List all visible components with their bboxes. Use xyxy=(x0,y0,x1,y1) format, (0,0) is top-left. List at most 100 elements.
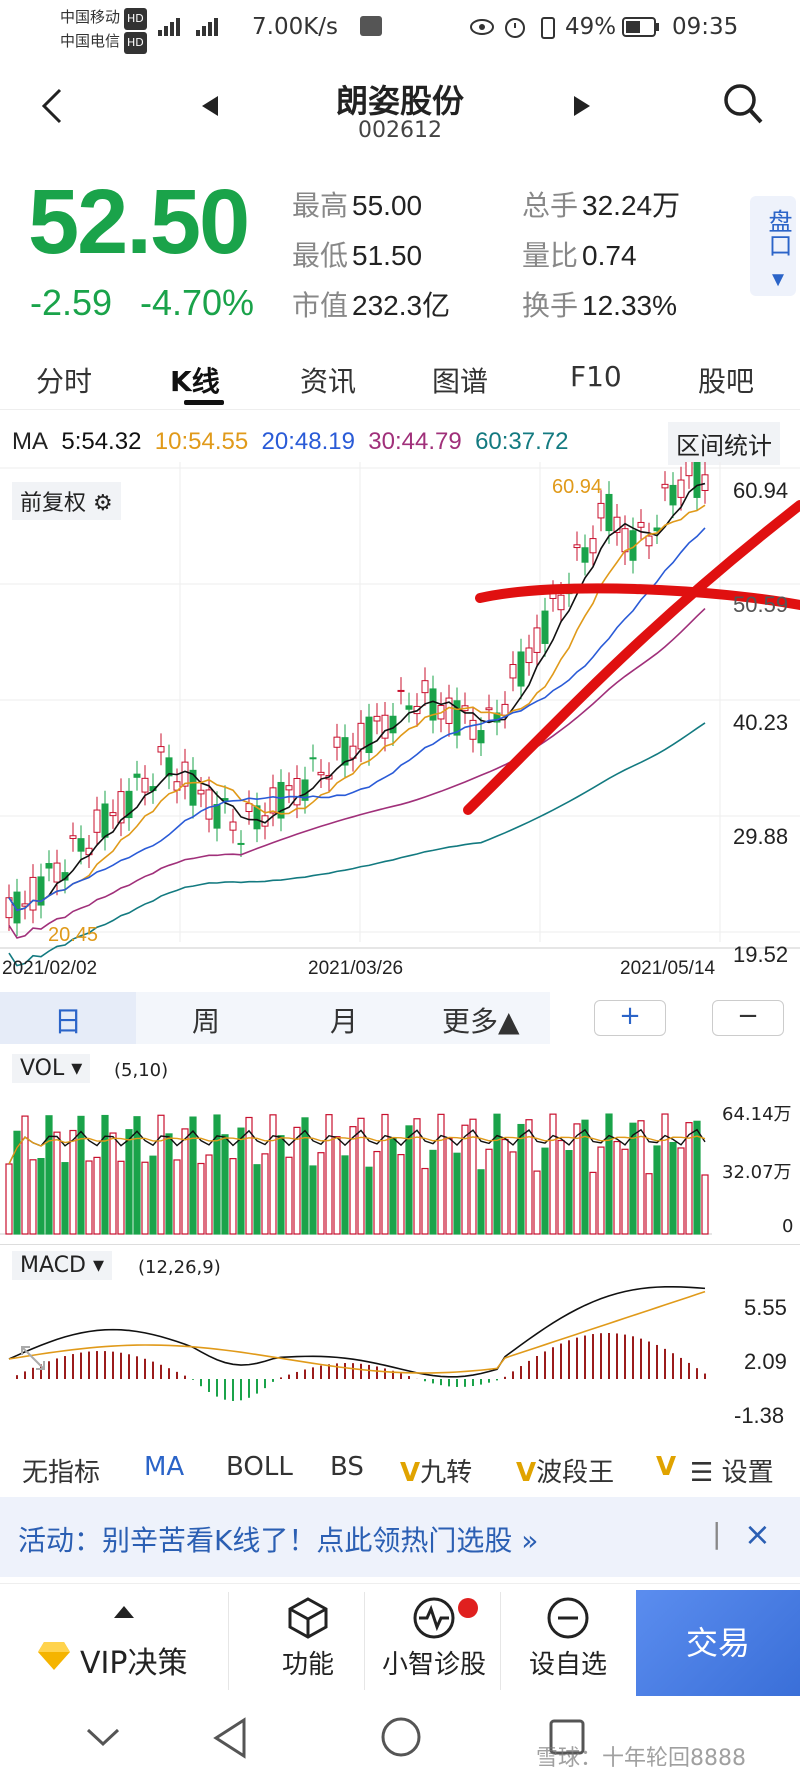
volume-bar xyxy=(693,1120,701,1235)
volume-bar xyxy=(189,1116,197,1235)
macd-dea-line xyxy=(8,1290,706,1374)
annotation-stroke xyxy=(463,500,800,815)
ind-none[interactable]: 无指标 xyxy=(22,1458,101,1488)
add-watchlist-button[interactable]: 设自选 xyxy=(516,1596,620,1690)
candle-body xyxy=(309,757,317,760)
kline-chart[interactable]: 前复权 ⚙ 60.94 20.45 60.94 50.59 40.23 29.8… xyxy=(0,446,800,992)
vip-label: VIP决策 xyxy=(80,1646,188,1681)
promo-text[interactable]: 活动：别辛苦看K线了！点此领热门选股 » xyxy=(18,1524,539,1557)
zoom-out-button[interactable]: − xyxy=(712,1000,784,1036)
volume-bar xyxy=(101,1114,109,1235)
candle-body xyxy=(453,700,461,736)
stat-volume-ratio: 量比 0.74 xyxy=(522,239,637,272)
volume-bar xyxy=(77,1115,85,1235)
volume-bar xyxy=(485,1148,493,1235)
search-icon[interactable] xyxy=(722,82,764,126)
ind-ma[interactable]: MA xyxy=(144,1452,185,1482)
candle-body xyxy=(253,805,261,830)
hd-badge: HD xyxy=(124,32,147,54)
ma10-value: 10:54.55 xyxy=(154,428,249,455)
volume-bar xyxy=(565,1150,573,1235)
macd-selector[interactable]: MACD ▾ xyxy=(12,1251,112,1280)
tab-kline[interactable]: K线 xyxy=(170,365,220,398)
nav-recents-icon[interactable] xyxy=(548,1718,586,1756)
app-notification-icon xyxy=(360,16,382,36)
annotation-stroke xyxy=(475,583,800,610)
volume-bar xyxy=(133,1116,141,1235)
stock-name: 朗姿股份 xyxy=(335,82,464,120)
stat-turnover: 换手 12.33% xyxy=(522,289,677,322)
tab-f10[interactable]: F10 xyxy=(570,360,622,393)
adjust-mode[interactable]: 前复权 ⚙ xyxy=(12,482,121,520)
expand-icon[interactable] xyxy=(20,1345,46,1371)
macd-params: (12,26,9) xyxy=(138,1257,221,1278)
volume-bar xyxy=(37,1157,45,1235)
promo-banner[interactable]: 活动：别辛苦看K线了！点此领热门选股 » | × xyxy=(0,1497,800,1577)
ind-wave-king[interactable]: V波段王 xyxy=(516,1458,615,1488)
ind-settings[interactable]: ☰ 设置 xyxy=(690,1458,774,1488)
macd-chart[interactable]: MACD ▾ (12,26,9) 5.55 2.09 -1.38 xyxy=(0,1244,800,1436)
tab-timeshare[interactable]: 分时 xyxy=(36,365,93,398)
v-badge-icon: V xyxy=(516,1458,537,1488)
candle-body xyxy=(165,757,173,777)
candle-body xyxy=(469,719,477,740)
period-more[interactable]: 更多▲ xyxy=(442,1005,520,1038)
trade-button[interactable]: 交易 xyxy=(636,1590,800,1696)
volume-bar xyxy=(525,1119,533,1235)
function-button[interactable]: 功能 xyxy=(260,1596,356,1690)
volume-bar xyxy=(93,1156,101,1235)
candle-body xyxy=(37,876,45,906)
ind-bs[interactable]: BS xyxy=(330,1452,364,1482)
candle-body xyxy=(101,803,109,838)
prev-stock-icon[interactable] xyxy=(200,94,220,118)
collapse-chevron-icon[interactable] xyxy=(86,1728,120,1748)
zoom-in-button[interactable]: + xyxy=(594,1000,666,1036)
candle-body xyxy=(13,891,21,924)
candle-body xyxy=(293,778,301,806)
ind-boll[interactable]: BOLL xyxy=(226,1452,293,1482)
candle-body xyxy=(581,547,589,563)
vip-button[interactable]: VIP决策 xyxy=(36,1604,226,1684)
divider xyxy=(228,1592,229,1690)
pankou-button[interactable]: 盘口 ▾ xyxy=(750,196,796,296)
stock-code: 002612 xyxy=(358,118,442,143)
candle-body xyxy=(605,493,613,532)
tab-news[interactable]: 资讯 xyxy=(300,365,357,398)
nav-back-icon[interactable] xyxy=(210,1716,250,1760)
back-icon[interactable] xyxy=(40,88,64,124)
volume-bar xyxy=(53,1131,61,1235)
next-stock-icon[interactable] xyxy=(572,94,592,118)
volume-bar xyxy=(469,1118,477,1235)
vol-selector[interactable]: VOL ▾ xyxy=(12,1054,91,1083)
range-stats-button[interactable]: 区间统计 xyxy=(668,422,780,465)
ind-nine-turn[interactable]: V九转 xyxy=(400,1458,473,1488)
volume-bar xyxy=(573,1123,581,1235)
period-week[interactable]: 周 xyxy=(192,1005,221,1038)
period-month[interactable]: 月 xyxy=(330,1005,359,1038)
volume-bar xyxy=(477,1169,485,1235)
volume-bar xyxy=(261,1153,269,1235)
volume-chart[interactable]: VOL ▾ (5,10) 64.14万 32.07万 0 xyxy=(0,1052,800,1242)
volume-bar xyxy=(269,1114,277,1235)
volume-bar xyxy=(669,1141,677,1235)
candle-body xyxy=(133,773,141,778)
promo-close-icon[interactable]: × xyxy=(744,1515,771,1553)
period-day[interactable]: 日 xyxy=(54,1005,83,1038)
candle-body xyxy=(701,474,709,491)
candle-body xyxy=(285,785,293,791)
candle-body xyxy=(157,746,165,753)
volume-bar xyxy=(597,1146,605,1235)
candle-body xyxy=(685,459,693,477)
volume-bar xyxy=(197,1162,205,1235)
tab-atlas[interactable]: 图谱 xyxy=(432,365,489,398)
last-price: 52.50 xyxy=(28,171,250,273)
tab-forum[interactable]: 股吧 xyxy=(698,365,755,398)
nav-home-icon[interactable] xyxy=(380,1716,422,1758)
vol-y-tick: 0 xyxy=(782,1216,794,1237)
candle-body xyxy=(525,647,533,664)
volume-bar xyxy=(557,1139,565,1235)
diagnose-button[interactable]: 小智诊股 xyxy=(376,1596,492,1690)
volume-bar xyxy=(509,1151,517,1235)
vol-ma10-line xyxy=(8,1135,706,1165)
volume-bar xyxy=(141,1161,149,1235)
